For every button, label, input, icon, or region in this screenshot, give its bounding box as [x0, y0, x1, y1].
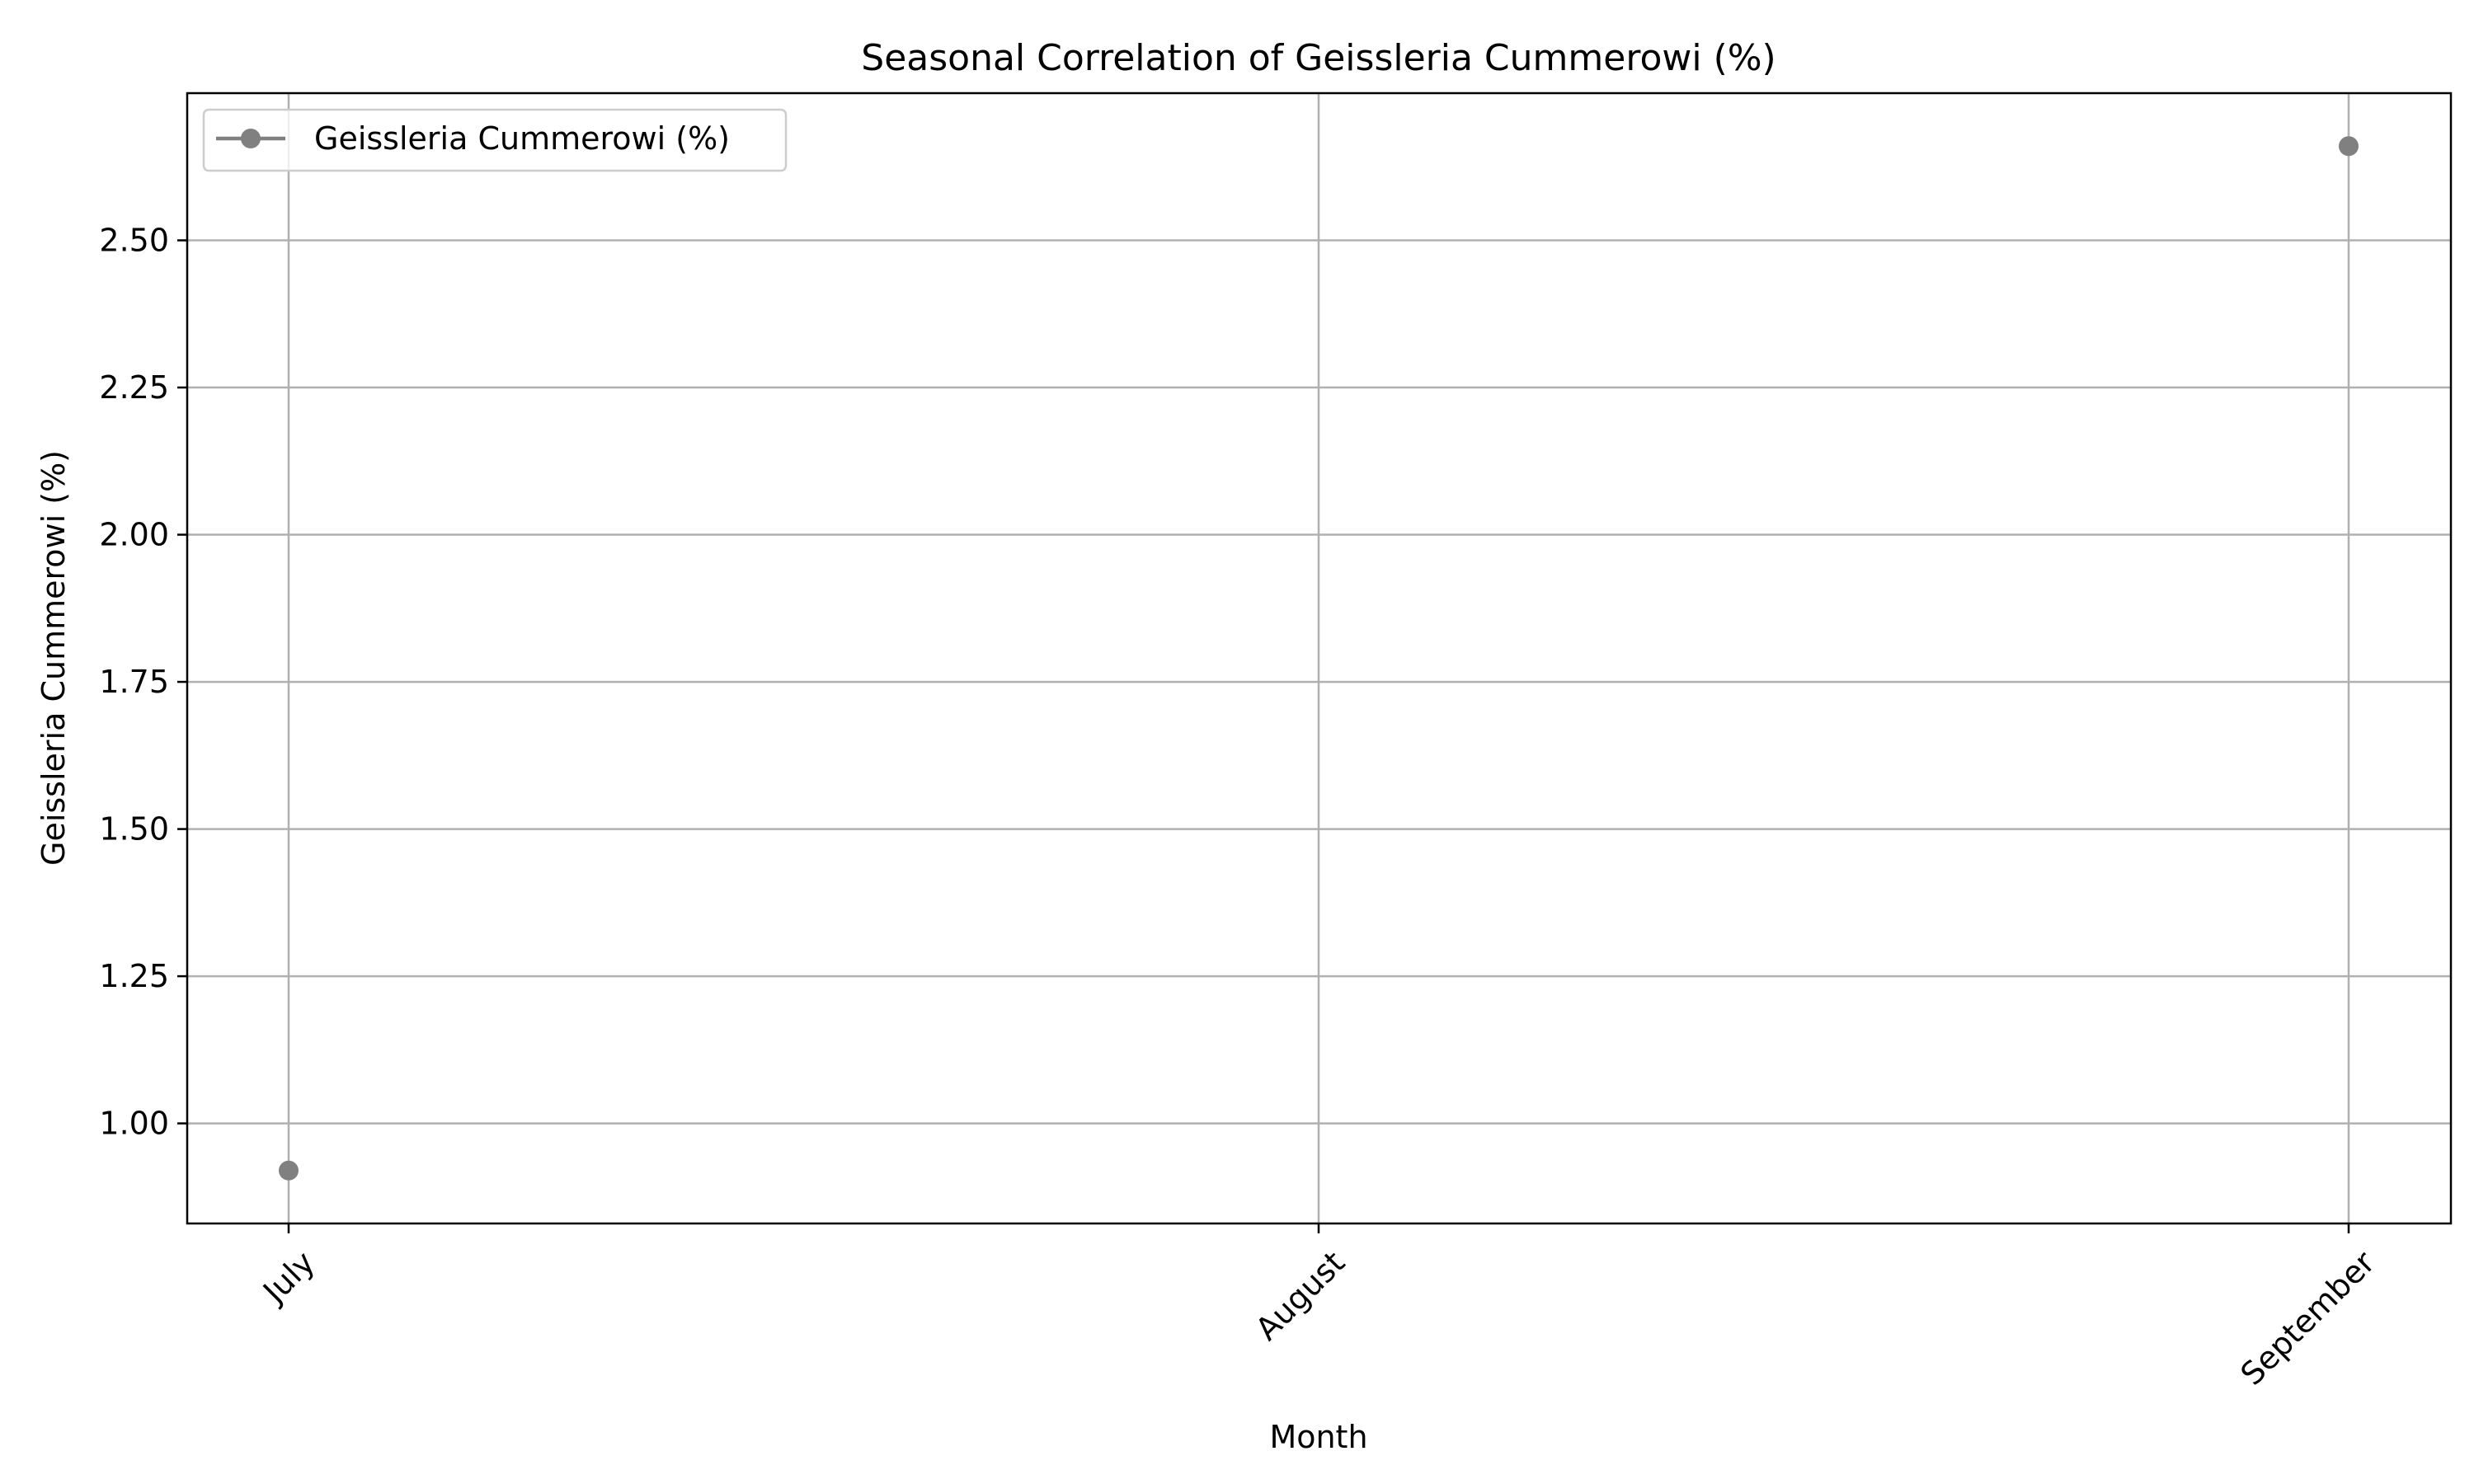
x-grid	[287, 93, 2350, 1223]
data-point	[2339, 136, 2359, 157]
y-tick-label: 1.75	[99, 664, 169, 700]
y-tick-label: 1.00	[99, 1106, 169, 1142]
y-axis-label: Geissleria Cummerowi (%)	[35, 450, 72, 866]
y-grid	[187, 239, 2451, 1125]
y-tick-label: 2.00	[99, 517, 169, 553]
y-tick-label: 1.50	[99, 811, 169, 848]
data-point	[279, 1160, 299, 1181]
legend-point-marker	[241, 129, 261, 148]
y-axis: 1.00 1.25 1.50 1.75 2.00 2.25 2.50	[99, 223, 187, 1142]
y-tick-label: 2.50	[99, 223, 169, 259]
y-tick-label: 1.25	[99, 958, 169, 994]
y-tick-label: 2.25	[99, 369, 169, 406]
x-axis-label: Month	[1269, 1419, 1367, 1455]
series-layer	[279, 136, 2359, 1181]
legend-frame	[202, 108, 788, 172]
legend: Geissleria Cummerowi (%)	[202, 108, 788, 172]
chart-title: Seasonal Correlation of Geissleria Cumme…	[861, 37, 1776, 79]
legend-label: Geissleria Cummerowi (%)	[314, 120, 730, 157]
